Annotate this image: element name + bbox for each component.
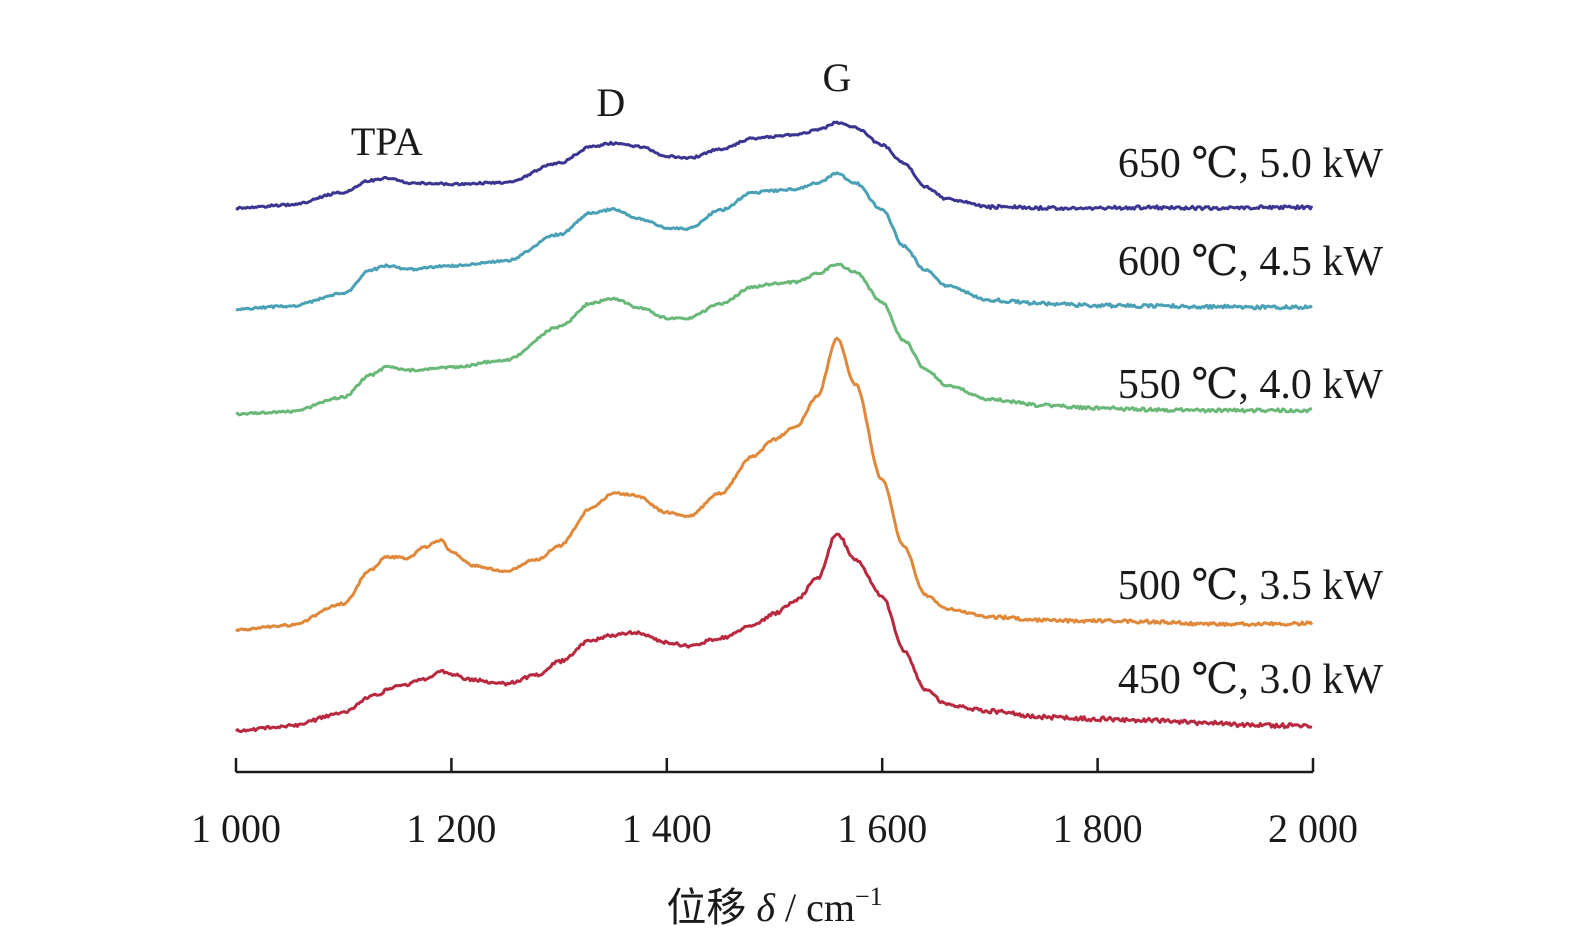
x-axis-title-prefix: 位移 [666, 885, 756, 930]
x-tick-label-1200: 1 200 [406, 806, 496, 851]
x-axis-title: 位移 δ / cm−1 [666, 882, 882, 930]
series-label-2: 600 ℃, 4.5 kW [1118, 239, 1383, 285]
x-tick-label-2000: 2 000 [1268, 806, 1358, 851]
series-label-1: 650 ℃, 5.0 kW [1118, 141, 1383, 187]
series-layer [234, 120, 1314, 734]
series-line-5 [235, 532, 1313, 734]
series-line-4 [234, 336, 1314, 633]
series-label-5: 450 ℃, 3.0 kW [1118, 657, 1383, 703]
x-tick-label-1800: 1 800 [1053, 806, 1143, 851]
x-axis-title-exponent: −1 [855, 882, 883, 911]
x-tick-label-1600: 1 600 [837, 806, 927, 851]
series-line-3 [235, 262, 1313, 417]
peak-label-g: G [823, 55, 852, 100]
x-axis-title-unit: / cm [775, 885, 855, 930]
series-label-4: 500 ℃, 3.5 kW [1118, 563, 1383, 609]
x-tick-label-1400: 1 400 [622, 806, 712, 851]
series-label-layer: 650 ℃, 5.0 kW 600 ℃, 4.5 kW 550 ℃, 4.0 kW 5… [1118, 141, 1383, 703]
series-label-3: 550 ℃, 4.0 kW [1118, 362, 1383, 408]
x-tick-label-1000: 1 000 [191, 806, 281, 851]
x-axis: 1 000 1 200 1 400 1 600 1 800 2 000 [191, 758, 1358, 851]
peak-label-tpa: TPA [351, 119, 423, 164]
peak-annotation-layer: TPA D G [351, 55, 852, 164]
peak-label-d: D [596, 80, 625, 125]
x-axis-title-symbol: δ [756, 885, 776, 930]
series-line-1 [235, 120, 1314, 212]
series-line-2 [235, 171, 1313, 312]
